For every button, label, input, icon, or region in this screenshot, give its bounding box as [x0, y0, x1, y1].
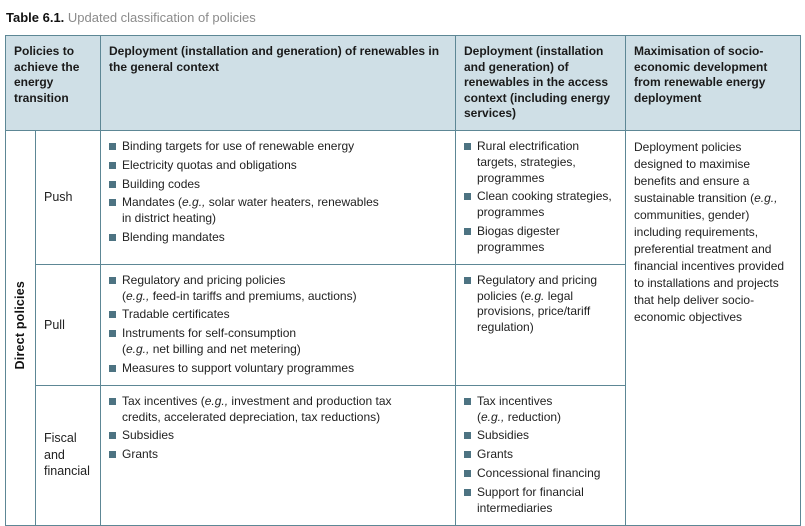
bullet-item: Grants [464, 447, 617, 463]
direct-policies-cell: Direct policies [5, 129, 36, 526]
header-row: Policies to achieve the energy transitio… [5, 35, 801, 131]
bullet-item: Tax incentives (e.g., reduction) [464, 394, 617, 426]
policy-classification-table: Policies to achieve the energy transitio… [5, 35, 801, 526]
bullet-text: Regulatory and pricing policies (e.g., f… [122, 272, 357, 303]
bullet-text: Subsidies [122, 428, 175, 443]
pull-general-cell: Regulatory and pricing policies (e.g., f… [100, 263, 456, 386]
bullet-text: Instruments for self-consumption (e.g., … [122, 326, 301, 357]
table-row-pull: Pull Regulatory and pricing policies (e.… [6, 263, 801, 386]
bullet-square-icon [464, 432, 471, 440]
header-maximisation: Maximisation of socio-economic developme… [625, 35, 801, 131]
bullet-item: Regulatory and pricing policies (e.g. le… [464, 273, 617, 336]
bullet-text: Grants [477, 447, 514, 462]
bullet-text: Electricity quotas and obligations [122, 157, 297, 172]
bullet-item: Subsidies [109, 428, 447, 444]
bullet-item: Subsidies [464, 428, 617, 444]
bullet-text: Building codes [122, 176, 201, 191]
bullet-item: Concessional financing [464, 466, 617, 482]
row-label-push: Push [35, 129, 101, 265]
bullet-square-icon [464, 142, 471, 150]
header-general-context: Deployment (installation and generation)… [100, 35, 456, 131]
pull-access-cell: Regulatory and pricing policies (e.g. le… [455, 263, 626, 386]
bullet-square-icon [464, 470, 471, 478]
bullet-square-icon [109, 199, 116, 207]
fiscal-access-cell: Tax incentives (e.g., reduction) Subsidie… [455, 384, 626, 526]
bullet-square-icon [109, 142, 116, 150]
header-policies: Policies to achieve the energy transitio… [5, 35, 101, 131]
push-general-cell: Binding targets for use of renewable ene… [100, 129, 456, 265]
bullet-text: Subsidies [477, 428, 530, 443]
bullet-text: Tax incentives (e.g., reduction) [477, 393, 562, 424]
header-access-context: Deployment (installation and generation)… [455, 35, 626, 131]
bullet-square-icon [109, 330, 116, 338]
row-label-fiscal: Fiscal and financial [35, 384, 101, 526]
bullet-square-icon [464, 451, 471, 459]
bullet-item: Clean cooking strategies, programmes [464, 189, 617, 221]
bullet-item: Support for financial intermediaries [464, 485, 617, 517]
bullet-square-icon [109, 161, 116, 169]
row-label-pull: Pull [35, 263, 101, 386]
bullet-item: Electricity quotas and obligations [109, 158, 447, 174]
table-caption-number: Table 6.1. [6, 10, 65, 25]
bullet-item: Tradable certificates [109, 307, 447, 323]
bullet-square-icon [464, 228, 471, 236]
bullet-item: Grants [109, 447, 447, 463]
table-row-push: Direct policies Push Binding targets for… [5, 129, 801, 526]
bullet-text: Grants [122, 447, 159, 462]
bullet-square-icon [109, 180, 116, 188]
bullet-text: Blending mandates [122, 230, 225, 245]
fiscal-general-cell: Tax incentives (e.g., investment and pro… [100, 384, 456, 526]
bullet-text: Clean cooking strategies, programmes [477, 189, 612, 220]
table-caption-text: Updated classification of policies [64, 10, 256, 25]
bullet-square-icon [109, 451, 116, 459]
bullet-item: Measures to support voluntary programmes [109, 361, 447, 377]
bullet-square-icon [109, 276, 116, 284]
bullet-square-icon [109, 311, 116, 319]
bullet-text: Biogas digester programmes [477, 224, 560, 254]
maximisation-cell: Deployment policies designed to maximise… [625, 129, 801, 526]
bullet-square-icon [464, 193, 471, 201]
bullet-item: Binding targets for use of renewable ene… [109, 139, 447, 155]
bullet-text: Binding targets for use of renewable ene… [122, 138, 355, 153]
bullet-square-icon [464, 276, 471, 284]
bullet-square-icon [109, 234, 116, 242]
bullet-text: Tax incentives (e.g., investment and pro… [122, 393, 392, 424]
bullet-text: Measures to support voluntary programmes [122, 360, 355, 375]
bullet-item: Rural electrification targets, strategie… [464, 139, 617, 186]
bullet-text: Support for financial intermediaries [477, 484, 584, 515]
bullet-square-icon [464, 397, 471, 405]
bullet-square-icon [464, 488, 471, 496]
table-caption: Table 6.1. Updated classification of pol… [6, 10, 800, 25]
bullet-item: Building codes [109, 177, 447, 193]
bullet-text: Regulatory and pricing policies (e.g. le… [477, 272, 598, 335]
bullet-square-icon [109, 432, 116, 440]
bullet-item: Tax incentives (e.g., investment and pro… [109, 394, 447, 426]
bullet-item: Blending mandates [109, 230, 447, 246]
bullet-square-icon [109, 364, 116, 372]
bullet-text: Tradable certificates [122, 307, 230, 322]
bullet-text: Mandates (e.g., solar water heaters, ren… [122, 195, 379, 226]
bullet-item: Regulatory and pricing policies (e.g., f… [109, 273, 447, 305]
bullet-item: Mandates (e.g., solar water heaters, ren… [109, 195, 447, 227]
bullet-item: Biogas digester programmes [464, 224, 617, 256]
bullet-item: Instruments for self-consumption (e.g., … [109, 326, 447, 358]
bullet-square-icon [109, 397, 116, 405]
bullet-text: Rural electrification targets, strategie… [477, 138, 580, 185]
push-access-cell: Rural electrification targets, strategie… [455, 129, 626, 265]
direct-policies-label: Direct policies [13, 281, 28, 370]
bullet-text: Concessional financing [477, 466, 601, 481]
